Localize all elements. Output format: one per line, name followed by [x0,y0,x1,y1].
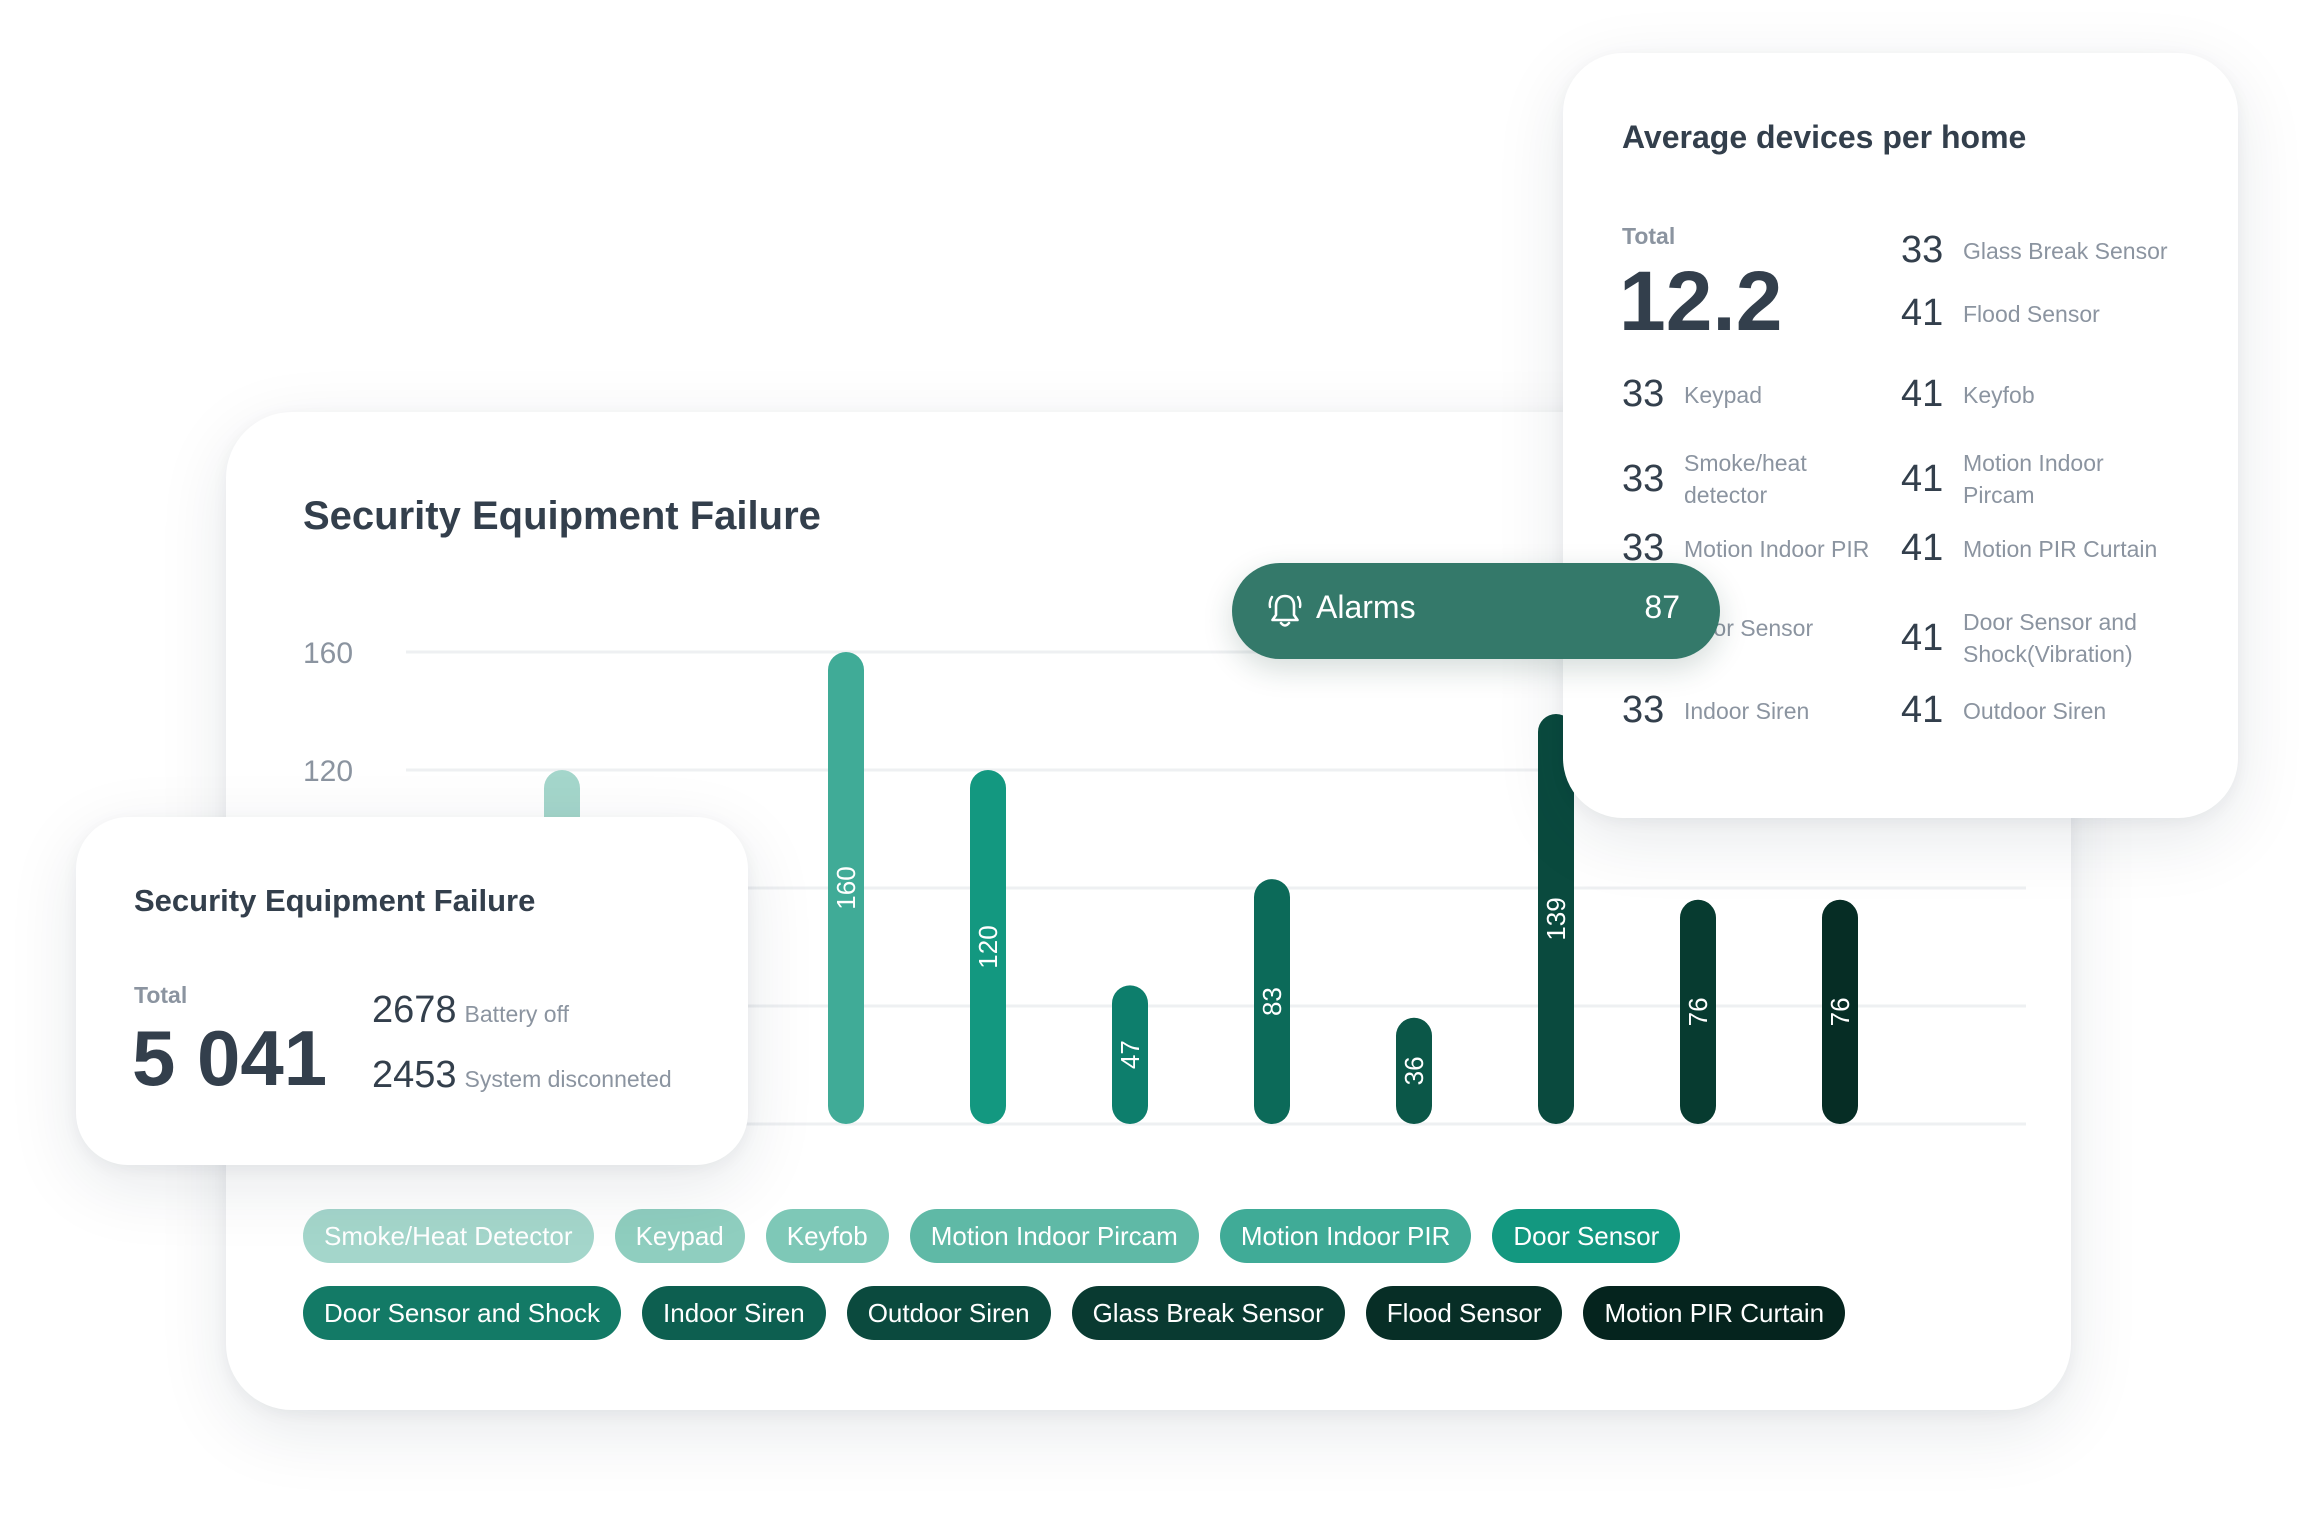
device-row: 41 Door Sensor and Shock(Vibration) [1901,606,2173,670]
bar-value-label: 36 [1399,1056,1429,1085]
device-count: 41 [1901,616,1944,659]
device-label: Flood Sensor [1963,300,2100,327]
device-label: Motion PIR Curtain [1963,535,2158,562]
device-row: 33 Smoke/heat detector [1622,447,1894,511]
bar-value-label: 76 [1683,997,1713,1026]
average-devices-card: Average devices per home Total 12.2 33 K… [1563,53,2238,818]
device-label: Keypad [1684,381,1763,408]
bar[interactable] [970,770,1006,1124]
bar[interactable] [1822,899,1858,1124]
device-label: Glass Break Sensor [1963,237,2168,264]
device-row: 41 Outdoor Siren [1901,689,2173,732]
stat-value: 2453 [372,1054,457,1096]
device-label: Motion Indoor PIR [1684,535,1870,562]
alarms-pill[interactable]: Alarms 87 [1232,563,1720,659]
failure-total-label: Total [134,982,188,1008]
bar[interactable] [1112,985,1148,1124]
device-count: 41 [1901,457,1944,500]
avg-card-title: Average devices per home [1622,119,2027,155]
bar-value-label: 139 [1541,897,1571,940]
device-count: 33 [1901,229,1944,271]
chart-title: Security Equipment Failure [303,494,821,538]
bar-value-label: 160 [831,866,861,909]
device-label: Keyfob [1963,381,2035,408]
bar-value-label: 47 [1115,1040,1145,1069]
legend-chip[interactable]: Smoke/Heat Detector [303,1209,594,1263]
legend-chip[interactable]: Door Sensor and Shock [303,1286,622,1340]
bar-value-label: 120 [973,925,1003,968]
legend-chip[interactable]: Motion PIR Curtain [1583,1286,1846,1340]
device-row: 33 Indoor Siren [1622,689,1894,732]
legend-chip[interactable]: Keypad [614,1209,745,1263]
avg-total-label: Total [1622,223,1676,249]
device-count: 41 [1901,689,1944,731]
bar[interactable] [828,652,864,1124]
device-label: Smoke/heat detector [1684,450,1807,508]
legend-chip[interactable]: Outdoor Siren [846,1286,1051,1340]
device-label: Outdoor Siren [1963,697,2107,724]
device-row: 41 Motion Indoor Pircam [1901,447,2173,511]
legend-chip[interactable]: Door Sensor [1492,1209,1681,1263]
device-count: 41 [1901,373,1944,415]
y-tick-label: 120 [303,755,353,788]
legend-chip[interactable]: Flood Sensor [1365,1286,1563,1340]
device-count: 33 [1622,457,1665,500]
device-row: 33 Keypad [1622,373,1894,416]
device-row: 33 Motion Indoor PIR [1622,527,1894,570]
y-tick-label: 160 [303,637,353,670]
device-count: 33 [1622,527,1665,569]
bar-value-label: 76 [1825,997,1855,1026]
device-label: Motion Indoor Pircam [1963,450,2104,508]
alarms-label: Alarms [1316,589,1416,625]
device-label: Door Sensor and Shock(Vibration) [1963,609,2137,667]
device-row: 41 Keyfob [1901,373,2173,416]
device-count: 41 [1901,527,1944,569]
bar[interactable] [1396,1017,1432,1124]
device-label: Indoor Siren [1684,697,1810,724]
legend-chip[interactable]: Indoor Siren [642,1286,826,1340]
failure-card-title: Security Equipment Failure [134,883,536,918]
chart-legend: Smoke/Heat Detector Keypad Keyfob Motion In… [303,1209,2003,1363]
stat-label: Battery off [464,1001,569,1027]
stat-value: 2678 [372,989,457,1031]
legend-chip[interactable]: Motion Indoor PIR [1219,1209,1472,1263]
legend-chip[interactable]: Motion Indoor Pircam [909,1209,1199,1263]
bell-icon [1268,594,1302,627]
bar-value-label: 83 [1257,987,1287,1016]
bar[interactable] [1538,713,1574,1124]
avg-total-value: 12.2 [1619,254,1783,348]
device-row: 33 Glass Break Sensor [1901,229,2173,272]
device-count: 41 [1901,292,1944,334]
stat-label: System disconneted [464,1066,672,1092]
battery-off-stat: 2678 Battery off [372,989,569,1032]
legend-chip[interactable]: Keyfob [765,1209,889,1263]
system-disconnected-stat: 2453 System disconneted [372,1054,672,1097]
alarms-count: 87 [1644,589,1680,625]
bar[interactable] [1254,879,1290,1124]
bar[interactable] [1680,899,1716,1124]
failure-summary-card: Security Equipment Failure Total 5 041 2… [76,817,748,1165]
device-count: 33 [1622,373,1665,415]
device-row: 41 Motion PIR Curtain [1901,527,2173,570]
device-row: 41 Flood Sensor [1901,292,2173,335]
legend-chip[interactable]: Glass Break Sensor [1071,1286,1345,1340]
device-count: 33 [1622,689,1665,731]
failure-total-value: 5 041 [132,1014,328,1102]
